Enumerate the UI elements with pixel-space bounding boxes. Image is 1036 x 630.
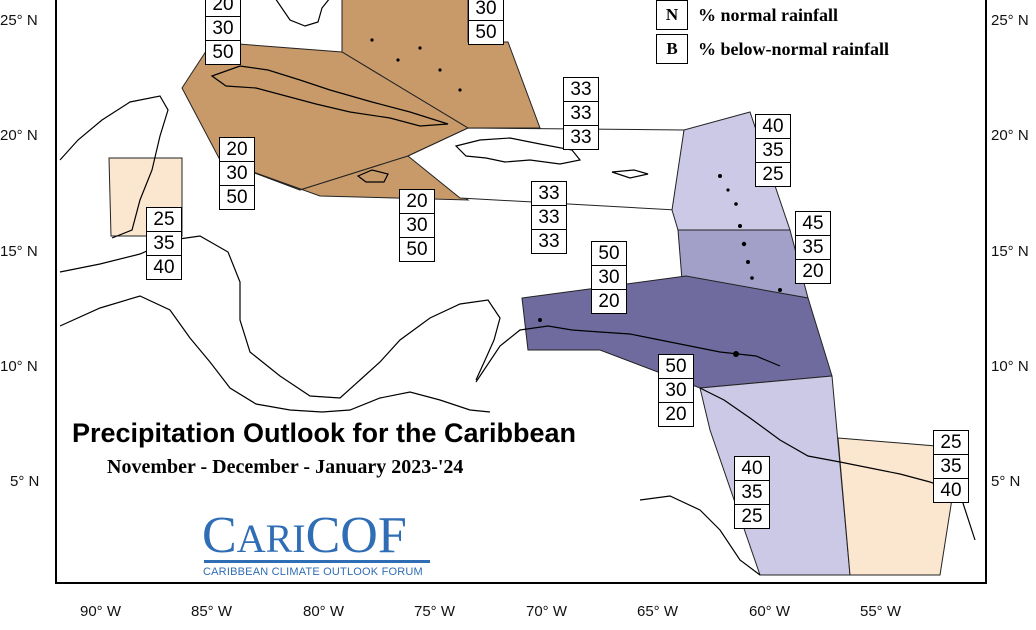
prob-value: 35 (147, 231, 181, 255)
prob-box-windward: 45 35 20 (795, 211, 831, 284)
prob-value: 50 (598, 243, 620, 264)
legend-normal-text: % normal rainfall (698, 4, 838, 25)
prob-value: 20 (212, 0, 234, 15)
islands (370, 38, 782, 357)
prob-box-hispaniola: 33 33 33 (531, 181, 567, 254)
prob-value: 35 (735, 480, 769, 504)
prob-value: 50 (206, 40, 240, 64)
coast-colombia-venezuela (475, 325, 781, 383)
map-frame (55, 0, 987, 584)
region-suriname-guiana (837, 437, 961, 576)
prob-value: 33 (532, 205, 566, 229)
prob-box-turks-caicos: 33 33 33 (563, 77, 599, 150)
legend-below-key: B (656, 34, 688, 64)
logo-letters-ari: ARI (236, 516, 306, 561)
lat-label-20-left: 20° N (0, 127, 38, 144)
lat-label-5-left: 5° N (10, 473, 40, 490)
prob-box-french-guiana: 25 35 40 (933, 430, 969, 503)
coast-central-america (59, 235, 501, 399)
lat-label-25-left: 25° N (0, 12, 38, 29)
prob-value: 30 (475, 0, 497, 19)
prob-value: 33 (564, 125, 598, 149)
prob-box-bahamas-west: 20 30 50 (205, 0, 241, 65)
lat-label-15-right: 15° N (991, 243, 1029, 260)
prob-value: 25 (756, 162, 790, 186)
prob-value: 35 (796, 235, 830, 259)
logo-letters-cof: COF (305, 507, 407, 564)
lon-label-80: 80° W (303, 603, 345, 620)
prob-value: 45 (802, 213, 824, 234)
lat-label-10-left: 10° N (0, 358, 38, 375)
prob-value: 33 (532, 229, 566, 253)
lon-label-85: 85° W (191, 603, 233, 620)
lon-label-55: 55° W (860, 603, 902, 620)
coast-florida (275, 0, 330, 27)
lat-label-20-right: 20° N (991, 127, 1029, 144)
prob-value: 20 (659, 402, 693, 426)
coast-cuba (210, 65, 449, 127)
map-subtitle: November - December - January 2023-'24 (107, 456, 464, 478)
coast-interior (639, 495, 761, 576)
coast-yucatan (59, 95, 169, 239)
prob-value: 30 (206, 16, 240, 40)
prob-value: 50 (665, 356, 687, 377)
logo-tagline: CARIBBEAN CLIMATE OUTLOOK FORUM (203, 566, 423, 578)
prob-value: 25 (735, 504, 769, 528)
prob-value: 40 (741, 458, 763, 479)
prob-value: 35 (756, 138, 790, 162)
prob-box-belize: 25 35 40 (146, 207, 182, 280)
prob-value: 33 (570, 79, 592, 100)
lon-label-75: 75° W (414, 603, 456, 620)
lon-label-90: 90° W (80, 603, 122, 620)
prob-box-guyana: 40 35 25 (734, 456, 770, 529)
prob-value: 50 (469, 20, 503, 44)
logo-divider (204, 560, 430, 563)
prob-value: 20 (406, 191, 428, 212)
prob-box-trinidad: 50 30 20 (658, 354, 694, 427)
prob-box-bahamas-east: 30 50 (468, 0, 504, 45)
prob-value: 30 (220, 161, 254, 185)
prob-value: 40 (147, 255, 181, 279)
prob-box-abc-islands: 50 30 20 (591, 241, 627, 314)
legend-normal: N % normal rainfall (656, 0, 838, 30)
prob-value: 40 (934, 478, 968, 502)
lon-label-60: 60° W (749, 603, 791, 620)
prob-box-cuba: 20 30 50 (219, 137, 255, 210)
logo-letter-c: C (202, 507, 237, 564)
coast-hispaniola (454, 137, 582, 165)
coast-pacific (59, 295, 491, 413)
caricof-logo: CARICOF (202, 510, 407, 562)
region-guyana (699, 375, 851, 576)
prob-box-jamaica: 20 30 50 (399, 189, 435, 262)
prob-value: 50 (220, 185, 254, 209)
prob-value: 20 (592, 289, 626, 313)
lat-label-10-right: 10° N (991, 358, 1029, 375)
prob-box-leeward: 40 35 25 (755, 114, 791, 187)
prob-value: 20 (226, 139, 248, 160)
lat-label-15-left: 15° N (0, 243, 38, 260)
lat-label-5-right: 5° N (991, 473, 1021, 490)
lon-label-70: 70° W (526, 603, 568, 620)
prob-value: 20 (796, 259, 830, 283)
map-title: Precipitation Outlook for the Caribbean (72, 418, 577, 448)
prob-value: 25 (153, 209, 175, 230)
legend-normal-key: N (656, 0, 688, 30)
legend-below: B % below-normal rainfall (656, 34, 889, 64)
legend-below-text: % below-normal rainfall (698, 38, 889, 59)
prob-value: 50 (400, 237, 434, 261)
prob-value: 33 (564, 101, 598, 125)
coast-puerto-rico (611, 169, 649, 179)
prob-value: 40 (762, 116, 784, 137)
prob-value: 30 (400, 213, 434, 237)
coast-jamaica (356, 169, 389, 183)
lon-label-65: 65° W (637, 603, 679, 620)
prob-value: 30 (659, 378, 693, 402)
prob-value: 33 (538, 183, 560, 204)
prob-value: 30 (592, 265, 626, 289)
lat-label-25-right: 25° N (991, 12, 1029, 29)
prob-value: 35 (934, 454, 968, 478)
prob-value: 25 (940, 432, 962, 453)
